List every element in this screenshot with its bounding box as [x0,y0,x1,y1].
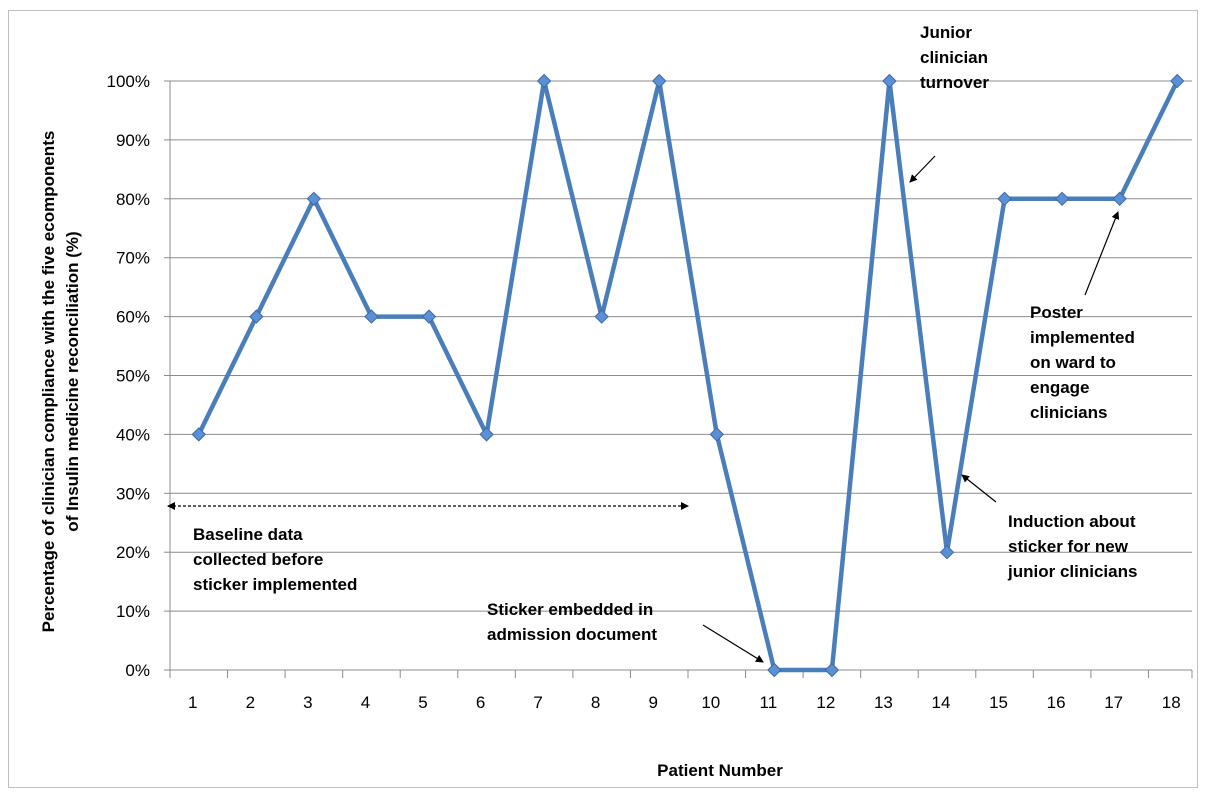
x-tick-label: 9 [648,693,657,712]
data-point [421,309,437,324]
series-line [196,78,1180,673]
axis-titles: Patient Number Percentage of clinician c… [39,131,783,780]
data-point [824,662,840,678]
data-point [882,73,897,89]
x-tick-label: 6 [476,693,485,712]
data-point [709,427,724,442]
data-point [767,662,782,678]
y-tick-label: 10% [116,602,150,621]
y-tick-label: 80% [116,190,150,209]
annotation-arrow [909,155,936,183]
x-tick-label: 5 [418,693,427,712]
y-tick-label: 90% [116,131,150,150]
data-point [536,73,552,89]
y-tick-label: 0% [125,661,150,680]
annotation-arrow [961,474,997,503]
x-tick-label: 10 [701,693,720,712]
data-point [306,191,322,207]
annotation-text: sticker implemented [193,575,357,594]
annotation-text: clinician [920,48,988,67]
annotation-text: on ward to [1030,353,1116,372]
y-tick-label: 50% [116,367,150,386]
data-point [939,544,955,560]
data-point [1112,191,1127,207]
annotation-text: collected before [193,550,323,569]
annotation-arrow [1084,211,1120,296]
y-axis-title-line: Percentage of clinician compliance with … [39,131,58,633]
annotation-text: turnover [920,73,989,92]
annotation-text: Baseline data [193,525,303,544]
x-tick-label: 12 [816,693,835,712]
series-markers [191,73,1185,678]
x-tick-label: 2 [246,693,255,712]
data-point [249,309,264,324]
x-tick-label: 17 [1104,693,1123,712]
x-tick-label: 13 [874,693,893,712]
x-axis-title: Patient Number [657,761,783,780]
data-point [1054,191,1070,207]
x-tick-label: 8 [591,693,600,712]
y-tick-labels: 0% 10% 20% 30% 40% 50% 60% 70% 80% 90% 100% [107,72,150,680]
annotation-text: engage [1030,378,1090,397]
data-point [364,309,379,324]
series-polyline [196,78,1180,673]
x-tick-label: 16 [1047,693,1066,712]
axes [164,80,1193,678]
y-tick-label: 60% [116,308,150,327]
x-tick-label: 18 [1162,693,1181,712]
x-tick-label: 4 [361,693,370,712]
y-tick-label: 40% [116,425,150,444]
data-point [997,191,1012,207]
annotation-text: implemented [1030,328,1135,347]
x-tick-label: 11 [760,693,778,712]
y-tick-label: 30% [116,484,150,503]
y-tick-label: 100% [107,72,150,91]
annotation-text: junior clinicians [1007,562,1137,581]
data-point [652,73,667,89]
x-tick-label: 7 [533,693,542,712]
annotation-text: Poster [1030,303,1083,322]
annotation-text: Sticker embedded in [487,600,653,619]
x-tick-label: 1 [188,693,197,712]
x-tick-labels: 1 2 3 4 5 6 7 8 9 10 11 12 13 14 15 16 17 18 [188,693,1181,712]
y-axis-title-line: of Insulin medicine reconciliation (%) [63,231,82,531]
data-point [1170,73,1185,89]
annotation-text: admission document [487,625,657,644]
x-tick-label: 15 [989,693,1008,712]
data-point [191,427,206,442]
gridlines [170,80,1192,612]
annotation-arrow [702,624,764,663]
annotations: Junior clinician turnover Poster implemented… [167,23,1137,663]
x-tick-label: 3 [303,693,312,712]
data-point [594,309,609,324]
data-point [479,427,494,442]
annotation-text: clinicians [1030,403,1107,422]
y-tick-label: 20% [116,543,150,562]
annotation-text: Induction about [1008,512,1136,531]
annotation-text: sticker for new [1008,537,1129,556]
x-tick-label: 14 [932,693,951,712]
annotation-text: Junior [920,23,972,42]
y-tick-label: 70% [116,249,150,268]
